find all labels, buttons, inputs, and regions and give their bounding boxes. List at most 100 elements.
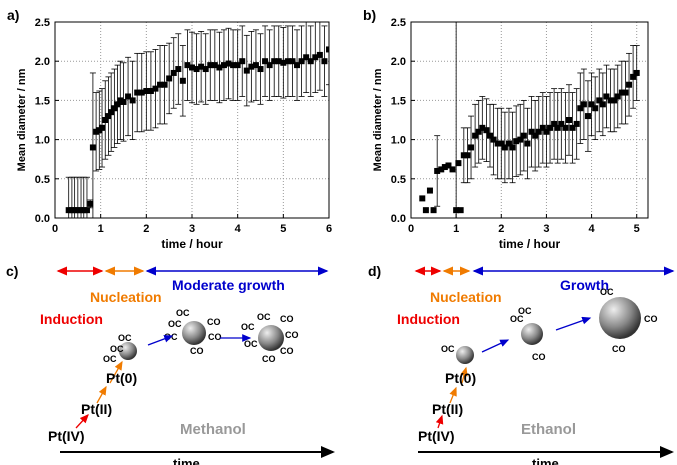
point — [513, 138, 520, 145]
point — [83, 207, 90, 214]
y-tick-label: 2.0 — [391, 56, 406, 68]
state-label: Pt(II) — [432, 401, 463, 417]
y-tick-label: 0.0 — [35, 213, 50, 225]
point — [280, 59, 287, 66]
state-label: Pt(0) — [106, 370, 137, 386]
y-tick-label: 0.0 — [391, 213, 406, 225]
point — [143, 87, 150, 94]
point — [234, 62, 241, 69]
point — [105, 113, 112, 120]
point — [120, 98, 127, 105]
point — [528, 128, 535, 135]
point — [307, 58, 314, 65]
y-tick-label: 2.5 — [35, 17, 50, 29]
point — [184, 62, 191, 69]
point — [573, 120, 580, 127]
particle — [258, 325, 284, 351]
particle — [521, 323, 543, 345]
x-tick-label: 6 — [326, 223, 332, 235]
plot-frame — [410, 21, 649, 219]
point — [438, 166, 445, 173]
point — [472, 132, 479, 139]
point — [453, 207, 460, 214]
plot-area — [65, 22, 329, 218]
point — [114, 101, 121, 108]
point — [316, 51, 323, 58]
particle — [456, 346, 474, 364]
ligand: OC — [244, 339, 258, 349]
point — [207, 62, 214, 69]
x-tick-label: 0 — [52, 223, 58, 235]
point — [326, 46, 329, 53]
point — [460, 152, 467, 159]
reaction-arrow — [449, 386, 457, 404]
point — [449, 166, 456, 173]
ligand: CO — [532, 352, 546, 362]
point — [170, 69, 177, 76]
point — [294, 62, 301, 69]
point — [554, 124, 561, 131]
point — [607, 97, 614, 104]
point — [175, 66, 182, 73]
point — [483, 127, 490, 134]
point — [569, 124, 576, 131]
point — [289, 58, 296, 65]
point — [603, 93, 610, 100]
x-tick-label: 4 — [235, 223, 242, 235]
point — [80, 207, 87, 214]
panel-label: d) — [368, 263, 381, 279]
ligand: OC — [103, 354, 117, 364]
x-axis-label: time / hour — [161, 237, 223, 251]
y-tick-label: 1.0 — [35, 135, 50, 147]
reaction-arrow — [96, 385, 107, 404]
point — [216, 64, 223, 71]
reaction-arrow — [75, 414, 89, 429]
point — [117, 97, 124, 104]
point — [239, 58, 246, 65]
point — [99, 124, 106, 131]
point — [157, 81, 164, 88]
point — [266, 62, 273, 69]
point — [271, 58, 278, 65]
point — [243, 67, 250, 74]
ligand: OC — [257, 312, 271, 322]
point — [312, 54, 319, 61]
point — [532, 132, 539, 139]
point — [125, 93, 132, 100]
y-tick-label: 1.0 — [391, 135, 406, 147]
point — [599, 101, 606, 108]
point — [464, 152, 471, 159]
point — [614, 93, 621, 100]
point — [134, 89, 141, 96]
point — [430, 207, 437, 214]
growth-arrow — [481, 339, 510, 353]
x-axis-label: time / hour — [499, 237, 561, 251]
point — [102, 117, 109, 123]
point — [505, 140, 512, 147]
point — [129, 97, 136, 104]
point — [230, 62, 237, 69]
point — [426, 187, 433, 194]
ligand: CO — [285, 330, 299, 340]
point — [535, 128, 542, 135]
point — [520, 132, 527, 139]
solvent-label: Ethanol — [521, 421, 576, 438]
plot-frame — [54, 21, 330, 219]
point — [455, 160, 462, 167]
point — [434, 167, 441, 174]
y-tick-label: 2.0 — [35, 56, 50, 68]
y-tick-label: 0.5 — [391, 174, 406, 186]
point — [558, 120, 565, 127]
point — [584, 113, 591, 120]
y-tick-label: 0.5 — [35, 174, 50, 186]
point — [189, 64, 195, 71]
time-label: time — [532, 456, 559, 465]
y-axis-label: Mean diameter / nm — [372, 68, 384, 171]
ligand: CO — [190, 346, 204, 356]
point — [179, 77, 186, 84]
point — [211, 62, 218, 69]
point — [225, 60, 232, 67]
point — [626, 81, 633, 88]
point — [108, 109, 115, 116]
point — [321, 58, 328, 65]
